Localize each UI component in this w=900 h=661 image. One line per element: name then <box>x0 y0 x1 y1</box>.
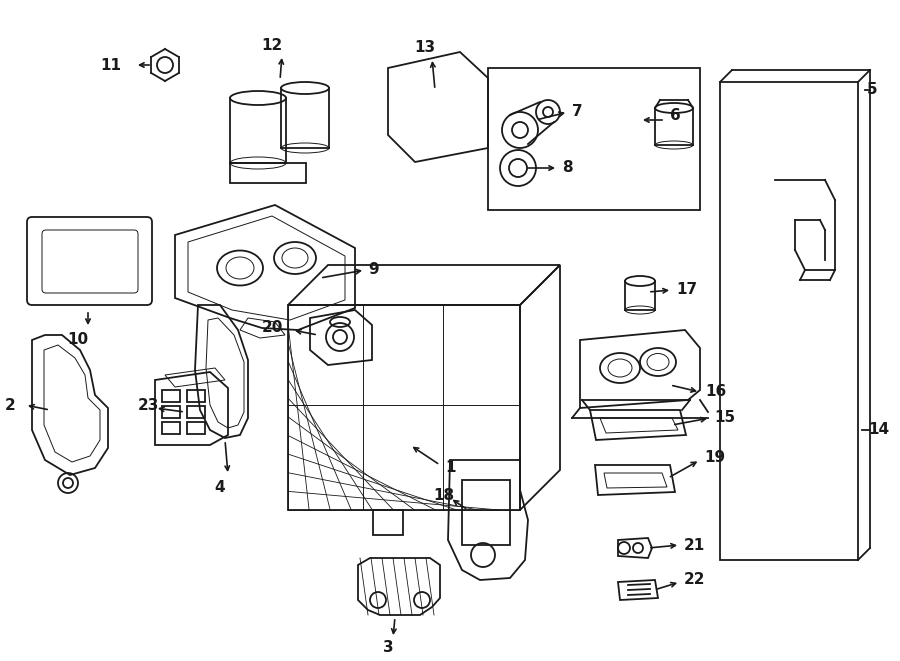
Text: 6: 6 <box>670 108 680 122</box>
Text: 9: 9 <box>368 262 379 278</box>
Text: 15: 15 <box>714 410 735 426</box>
Text: 13: 13 <box>414 40 436 56</box>
Text: 22: 22 <box>684 572 706 588</box>
Text: 4: 4 <box>215 481 225 496</box>
Text: 16: 16 <box>705 385 726 399</box>
Text: 5: 5 <box>867 83 877 98</box>
Text: 19: 19 <box>704 449 725 465</box>
Text: 11: 11 <box>100 58 121 73</box>
Text: 21: 21 <box>684 537 706 553</box>
Text: 7: 7 <box>572 104 582 120</box>
Text: 17: 17 <box>676 282 698 297</box>
Text: 1: 1 <box>445 461 455 475</box>
Text: 20: 20 <box>262 321 284 336</box>
Text: 10: 10 <box>68 332 88 348</box>
Text: 18: 18 <box>433 488 454 502</box>
Text: 8: 8 <box>562 161 572 176</box>
Text: 14: 14 <box>868 422 889 438</box>
Text: 2: 2 <box>5 397 16 412</box>
Text: 23: 23 <box>138 399 159 414</box>
Text: 12: 12 <box>261 38 283 54</box>
Text: 3: 3 <box>382 641 393 656</box>
